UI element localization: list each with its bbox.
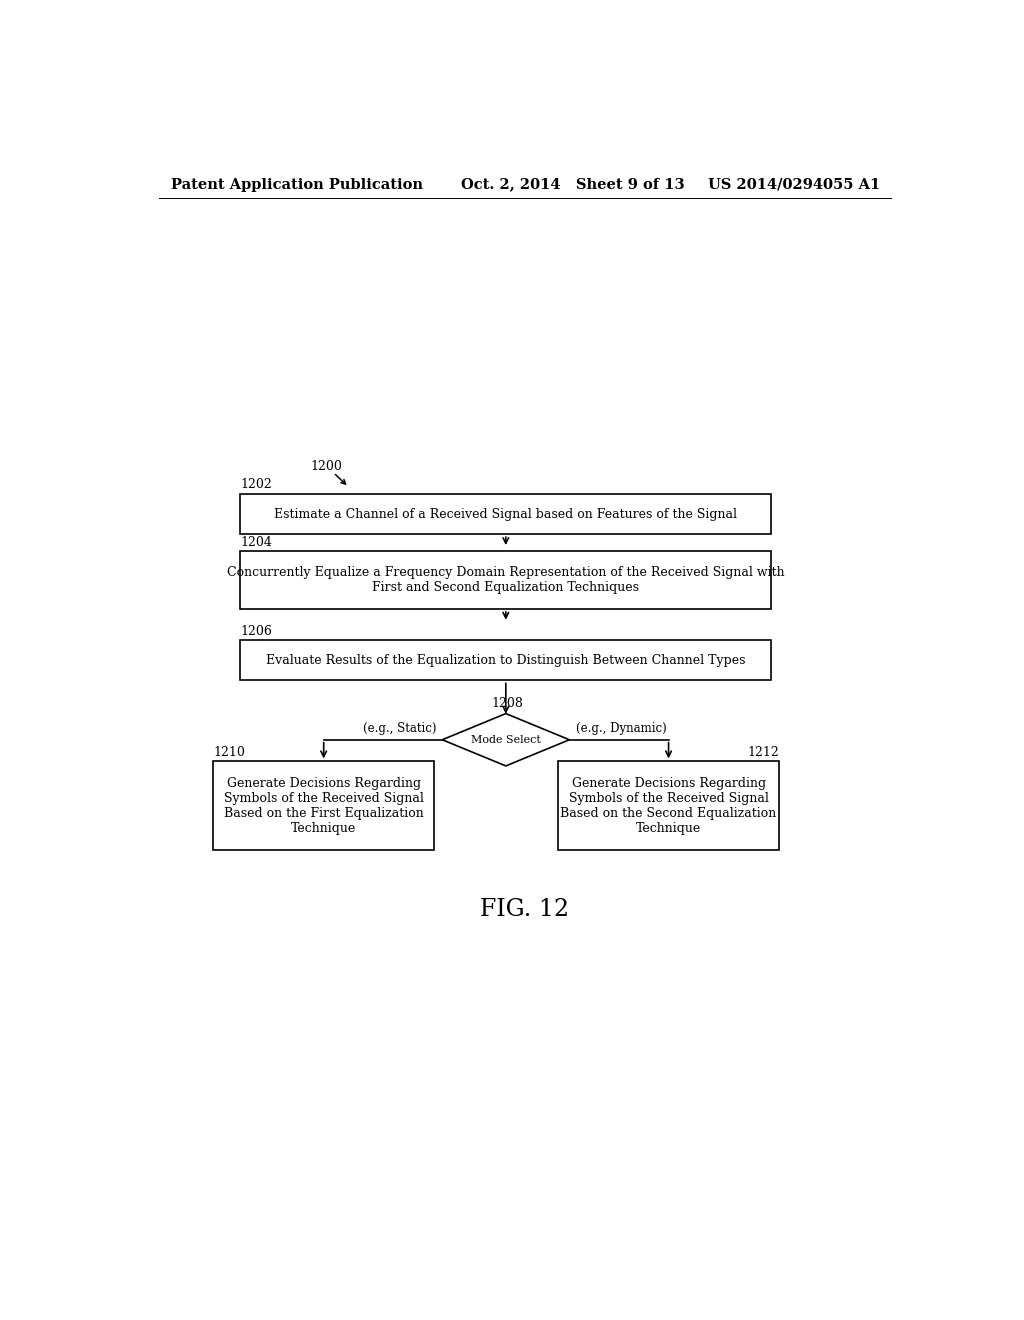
Text: 1204: 1204 [241, 536, 272, 549]
Text: Generate Decisions Regarding
Symbols of the Received Signal
Based on the Second : Generate Decisions Regarding Symbols of … [560, 776, 776, 834]
Text: 1210: 1210 [213, 746, 245, 759]
Text: US 2014/0294055 A1: US 2014/0294055 A1 [708, 178, 880, 191]
Text: (e.g., Dynamic): (e.g., Dynamic) [575, 722, 667, 735]
Bar [241, 552, 771, 609]
Polygon shape [442, 714, 569, 766]
Text: Estimate a Channel of a Received Signal based on Features of the Signal: Estimate a Channel of a Received Signal … [274, 508, 737, 520]
Text: Patent Application Publication: Patent Application Publication [171, 178, 423, 191]
Text: Concurrently Equalize a Frequency Domain Representation of the Received Signal w: Concurrently Equalize a Frequency Domain… [227, 566, 784, 594]
Text: 1202: 1202 [241, 478, 272, 491]
Text: 1208: 1208 [492, 697, 523, 710]
Bar [558, 762, 779, 850]
Text: 1200: 1200 [310, 459, 342, 473]
Text: Evaluate Results of the Equalization to Distinguish Between Channel Types: Evaluate Results of the Equalization to … [266, 653, 745, 667]
Bar [213, 762, 434, 850]
Bar [241, 640, 771, 681]
Text: (e.g., Static): (e.g., Static) [362, 722, 436, 735]
Bar [241, 494, 771, 535]
Text: Generate Decisions Regarding
Symbols of the Received Signal
Based on the First E: Generate Decisions Regarding Symbols of … [224, 776, 424, 834]
Text: 1206: 1206 [241, 626, 272, 638]
Text: FIG. 12: FIG. 12 [480, 898, 569, 920]
Text: Mode Select: Mode Select [471, 735, 541, 744]
Text: 1212: 1212 [748, 746, 779, 759]
Text: Oct. 2, 2014   Sheet 9 of 13: Oct. 2, 2014 Sheet 9 of 13 [461, 178, 685, 191]
